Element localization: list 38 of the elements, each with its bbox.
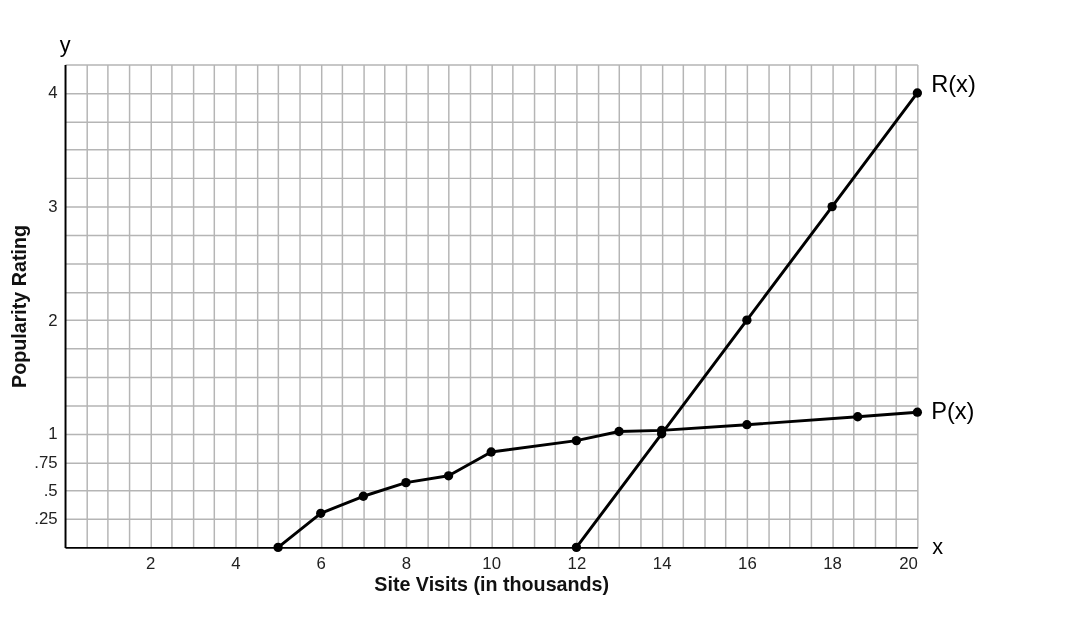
series-label: P(x) [931,398,975,425]
y-tick-label: 4 [48,83,58,103]
y-tick-label: .5 [43,481,58,500]
point [316,508,326,518]
point [358,491,369,501]
x-tick-label: 16 [738,553,757,573]
x-tick-label: 10 [482,553,501,573]
point [443,471,454,481]
y-axis-title: Popularity Rating [8,224,31,388]
series-label: R(x) [931,70,976,97]
x-tick-label: 6 [316,553,326,573]
y-tick-label: 1 [48,424,58,444]
point [912,88,923,98]
point [273,542,283,553]
point [742,420,752,430]
x-tick-label: 8 [401,553,412,573]
x-tick-label: 4 [231,553,241,573]
x-tick-label: 20 [899,553,918,573]
y-tick-label: .75 [34,452,58,472]
text: x [932,534,944,560]
point [827,201,837,212]
y-tick-label: .25 [34,509,58,529]
x-tick-label: 14 [652,553,672,573]
x-tick-label: 2 [146,553,156,573]
point [853,412,863,422]
point [614,426,624,437]
x-tick-label: 12 [567,553,587,573]
x-tick-label: 18 [823,553,842,573]
x-axis-title: Site Visits (in thousands) [374,573,610,596]
point [486,447,496,457]
point [742,315,752,325]
y-tick-label: 3 [48,196,58,216]
point [571,435,582,446]
point [571,542,582,553]
y-tick-label: 2 [48,310,58,330]
point [401,477,411,488]
text: y [59,31,71,57]
point [912,407,923,417]
